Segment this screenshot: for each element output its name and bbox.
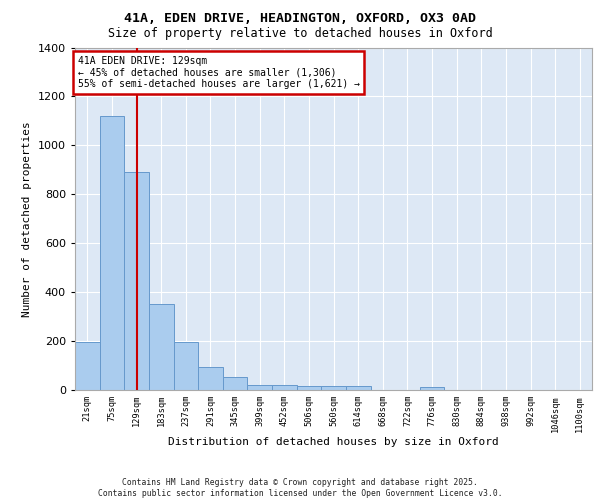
Bar <box>124 172 149 390</box>
Bar <box>247 384 272 390</box>
X-axis label: Distribution of detached houses by size in Oxford: Distribution of detached houses by size … <box>168 437 499 447</box>
Bar <box>149 304 173 390</box>
Text: 41A, EDEN DRIVE, HEADINGTON, OXFORD, OX3 0AD: 41A, EDEN DRIVE, HEADINGTON, OXFORD, OX3… <box>124 12 476 26</box>
Text: Size of property relative to detached houses in Oxford: Size of property relative to detached ho… <box>107 28 493 40</box>
Bar <box>296 386 321 390</box>
Bar <box>420 387 445 390</box>
Bar <box>198 367 223 390</box>
Bar <box>75 342 100 390</box>
Bar <box>173 342 198 390</box>
Text: 41A EDEN DRIVE: 129sqm
← 45% of detached houses are smaller (1,306)
55% of semi-: 41A EDEN DRIVE: 129sqm ← 45% of detached… <box>77 56 359 90</box>
Bar <box>223 376 247 390</box>
Bar <box>321 386 346 390</box>
Bar <box>272 384 296 390</box>
Y-axis label: Number of detached properties: Number of detached properties <box>22 121 32 316</box>
Bar <box>100 116 124 390</box>
Bar <box>346 386 371 390</box>
Text: Contains HM Land Registry data © Crown copyright and database right 2025.
Contai: Contains HM Land Registry data © Crown c… <box>98 478 502 498</box>
